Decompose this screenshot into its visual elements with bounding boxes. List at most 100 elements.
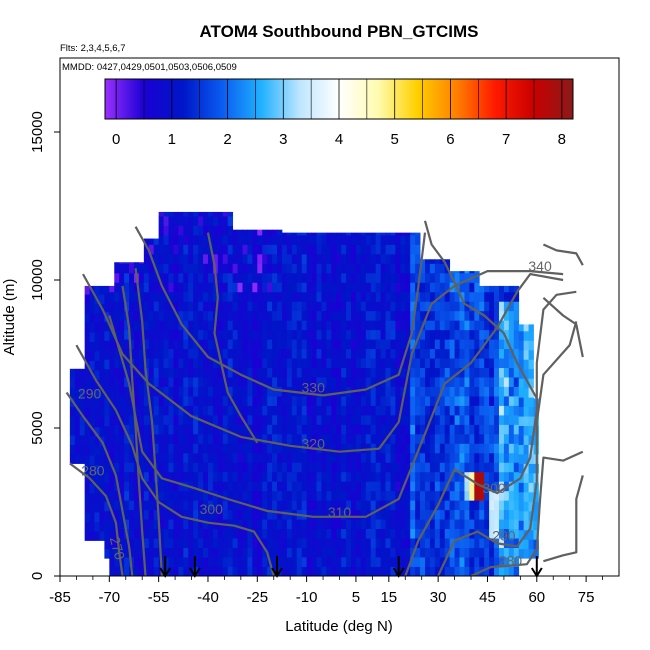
heatmap-cell — [395, 547, 401, 558]
heatmap-cell — [267, 301, 273, 312]
contour-line — [437, 321, 578, 576]
heatmap-cell — [464, 500, 470, 511]
heatmap-cell — [434, 310, 441, 321]
heatmap-cell — [351, 462, 357, 473]
heatmap-cell — [459, 566, 465, 576]
heatmap-cell — [222, 216, 229, 226]
heatmap-cell — [420, 557, 426, 567]
heatmap-cell — [222, 320, 229, 331]
heatmap-cell — [237, 405, 243, 416]
heatmap-cell — [237, 320, 243, 331]
heatmap-cell — [410, 339, 416, 350]
heatmap-cell — [143, 396, 150, 406]
heatmap-cell — [267, 566, 273, 576]
heatmap-cell — [212, 301, 219, 312]
heatmap-cell — [518, 539, 525, 550]
heatmap-cell — [351, 377, 357, 387]
heatmap-cell — [316, 481, 322, 492]
heatmap-cell — [296, 367, 303, 378]
heatmap-cell — [405, 452, 411, 463]
heatmap-cell — [469, 433, 475, 444]
heatmap-cell — [99, 360, 105, 371]
heatmap-cell — [395, 348, 401, 359]
heatmap-cell — [484, 396, 490, 406]
heatmap-cell — [405, 263, 411, 274]
heatmap-cell — [336, 471, 342, 482]
heatmap-cell — [489, 414, 495, 425]
heatmap-cell — [331, 405, 337, 416]
heatmap-cell — [523, 349, 529, 360]
heatmap-cell — [454, 291, 460, 302]
heatmap-cell — [528, 406, 534, 417]
heatmap-cell — [143, 348, 150, 359]
heatmap-cell — [484, 490, 490, 501]
heatmap-cell — [173, 253, 179, 264]
heatmap-cell — [355, 414, 362, 425]
heatmap-cell — [104, 510, 110, 521]
heatmap-cell — [133, 348, 140, 359]
heatmap-cell — [380, 481, 386, 492]
heatmap-cell — [400, 377, 406, 387]
heatmap-cell — [454, 358, 460, 369]
heatmap-cell — [203, 339, 209, 350]
heatmap-cell — [498, 557, 505, 567]
heatmap-cell — [158, 348, 164, 359]
heatmap-cell — [311, 232, 317, 236]
heatmap-cell — [479, 452, 485, 463]
heatmap-cell — [173, 528, 179, 539]
heatmap-cell — [360, 452, 367, 463]
heatmap-cell — [449, 547, 455, 558]
heatmap-cell — [434, 509, 441, 520]
heatmap-cell — [326, 405, 332, 416]
heatmap-cell — [474, 414, 480, 425]
heatmap-cell — [405, 396, 411, 406]
heatmap-cell — [503, 443, 510, 454]
heatmap-cell — [469, 443, 475, 454]
heatmap-cell — [138, 462, 145, 473]
heatmap-cell — [129, 443, 135, 454]
heatmap-cell — [420, 263, 426, 274]
heatmap-cell — [405, 509, 411, 520]
heatmap-cell — [360, 528, 367, 539]
heatmap-cell — [163, 405, 169, 416]
heatmap-cell — [523, 406, 529, 417]
heatmap-cell — [513, 424, 520, 435]
heatmap-cell — [513, 452, 520, 463]
contour-line — [543, 475, 584, 563]
heatmap-cell — [188, 424, 194, 435]
heatmap-cell — [183, 538, 189, 548]
heatmap-cell — [385, 547, 391, 558]
heatmap-cell — [390, 310, 396, 321]
heatmap-cell — [429, 433, 436, 444]
heatmap-cell — [242, 481, 248, 492]
heatmap-cell — [222, 405, 229, 416]
contour-label: 280 — [81, 462, 105, 478]
heatmap-cell — [429, 481, 436, 492]
heatmap-cell — [498, 490, 505, 501]
heatmap-cell — [459, 443, 465, 454]
heatmap-cell — [360, 405, 367, 416]
heatmap-cell — [158, 310, 164, 321]
heatmap-cell — [494, 481, 500, 492]
heatmap-cell — [143, 320, 150, 331]
heatmap-cell — [281, 481, 288, 492]
heatmap-cell — [178, 500, 184, 511]
heatmap-cell — [523, 472, 529, 483]
heatmap-cell — [138, 339, 145, 350]
heatmap-cell — [321, 263, 327, 274]
heatmap-cell — [375, 414, 382, 425]
heatmap-cell — [217, 557, 224, 567]
heatmap-cell — [498, 433, 505, 444]
heatmap-cell — [405, 310, 411, 321]
heatmap-cell — [326, 339, 332, 350]
heatmap-cell — [207, 547, 214, 558]
heatmap-cell — [420, 490, 426, 501]
heatmap-cell — [138, 301, 145, 312]
heatmap-cell — [444, 424, 451, 435]
heatmap-cell — [178, 216, 184, 226]
heatmap-cell — [370, 538, 377, 548]
contour-line — [470, 450, 584, 576]
heatmap-cell — [143, 462, 150, 473]
heatmap-cell — [281, 433, 288, 444]
